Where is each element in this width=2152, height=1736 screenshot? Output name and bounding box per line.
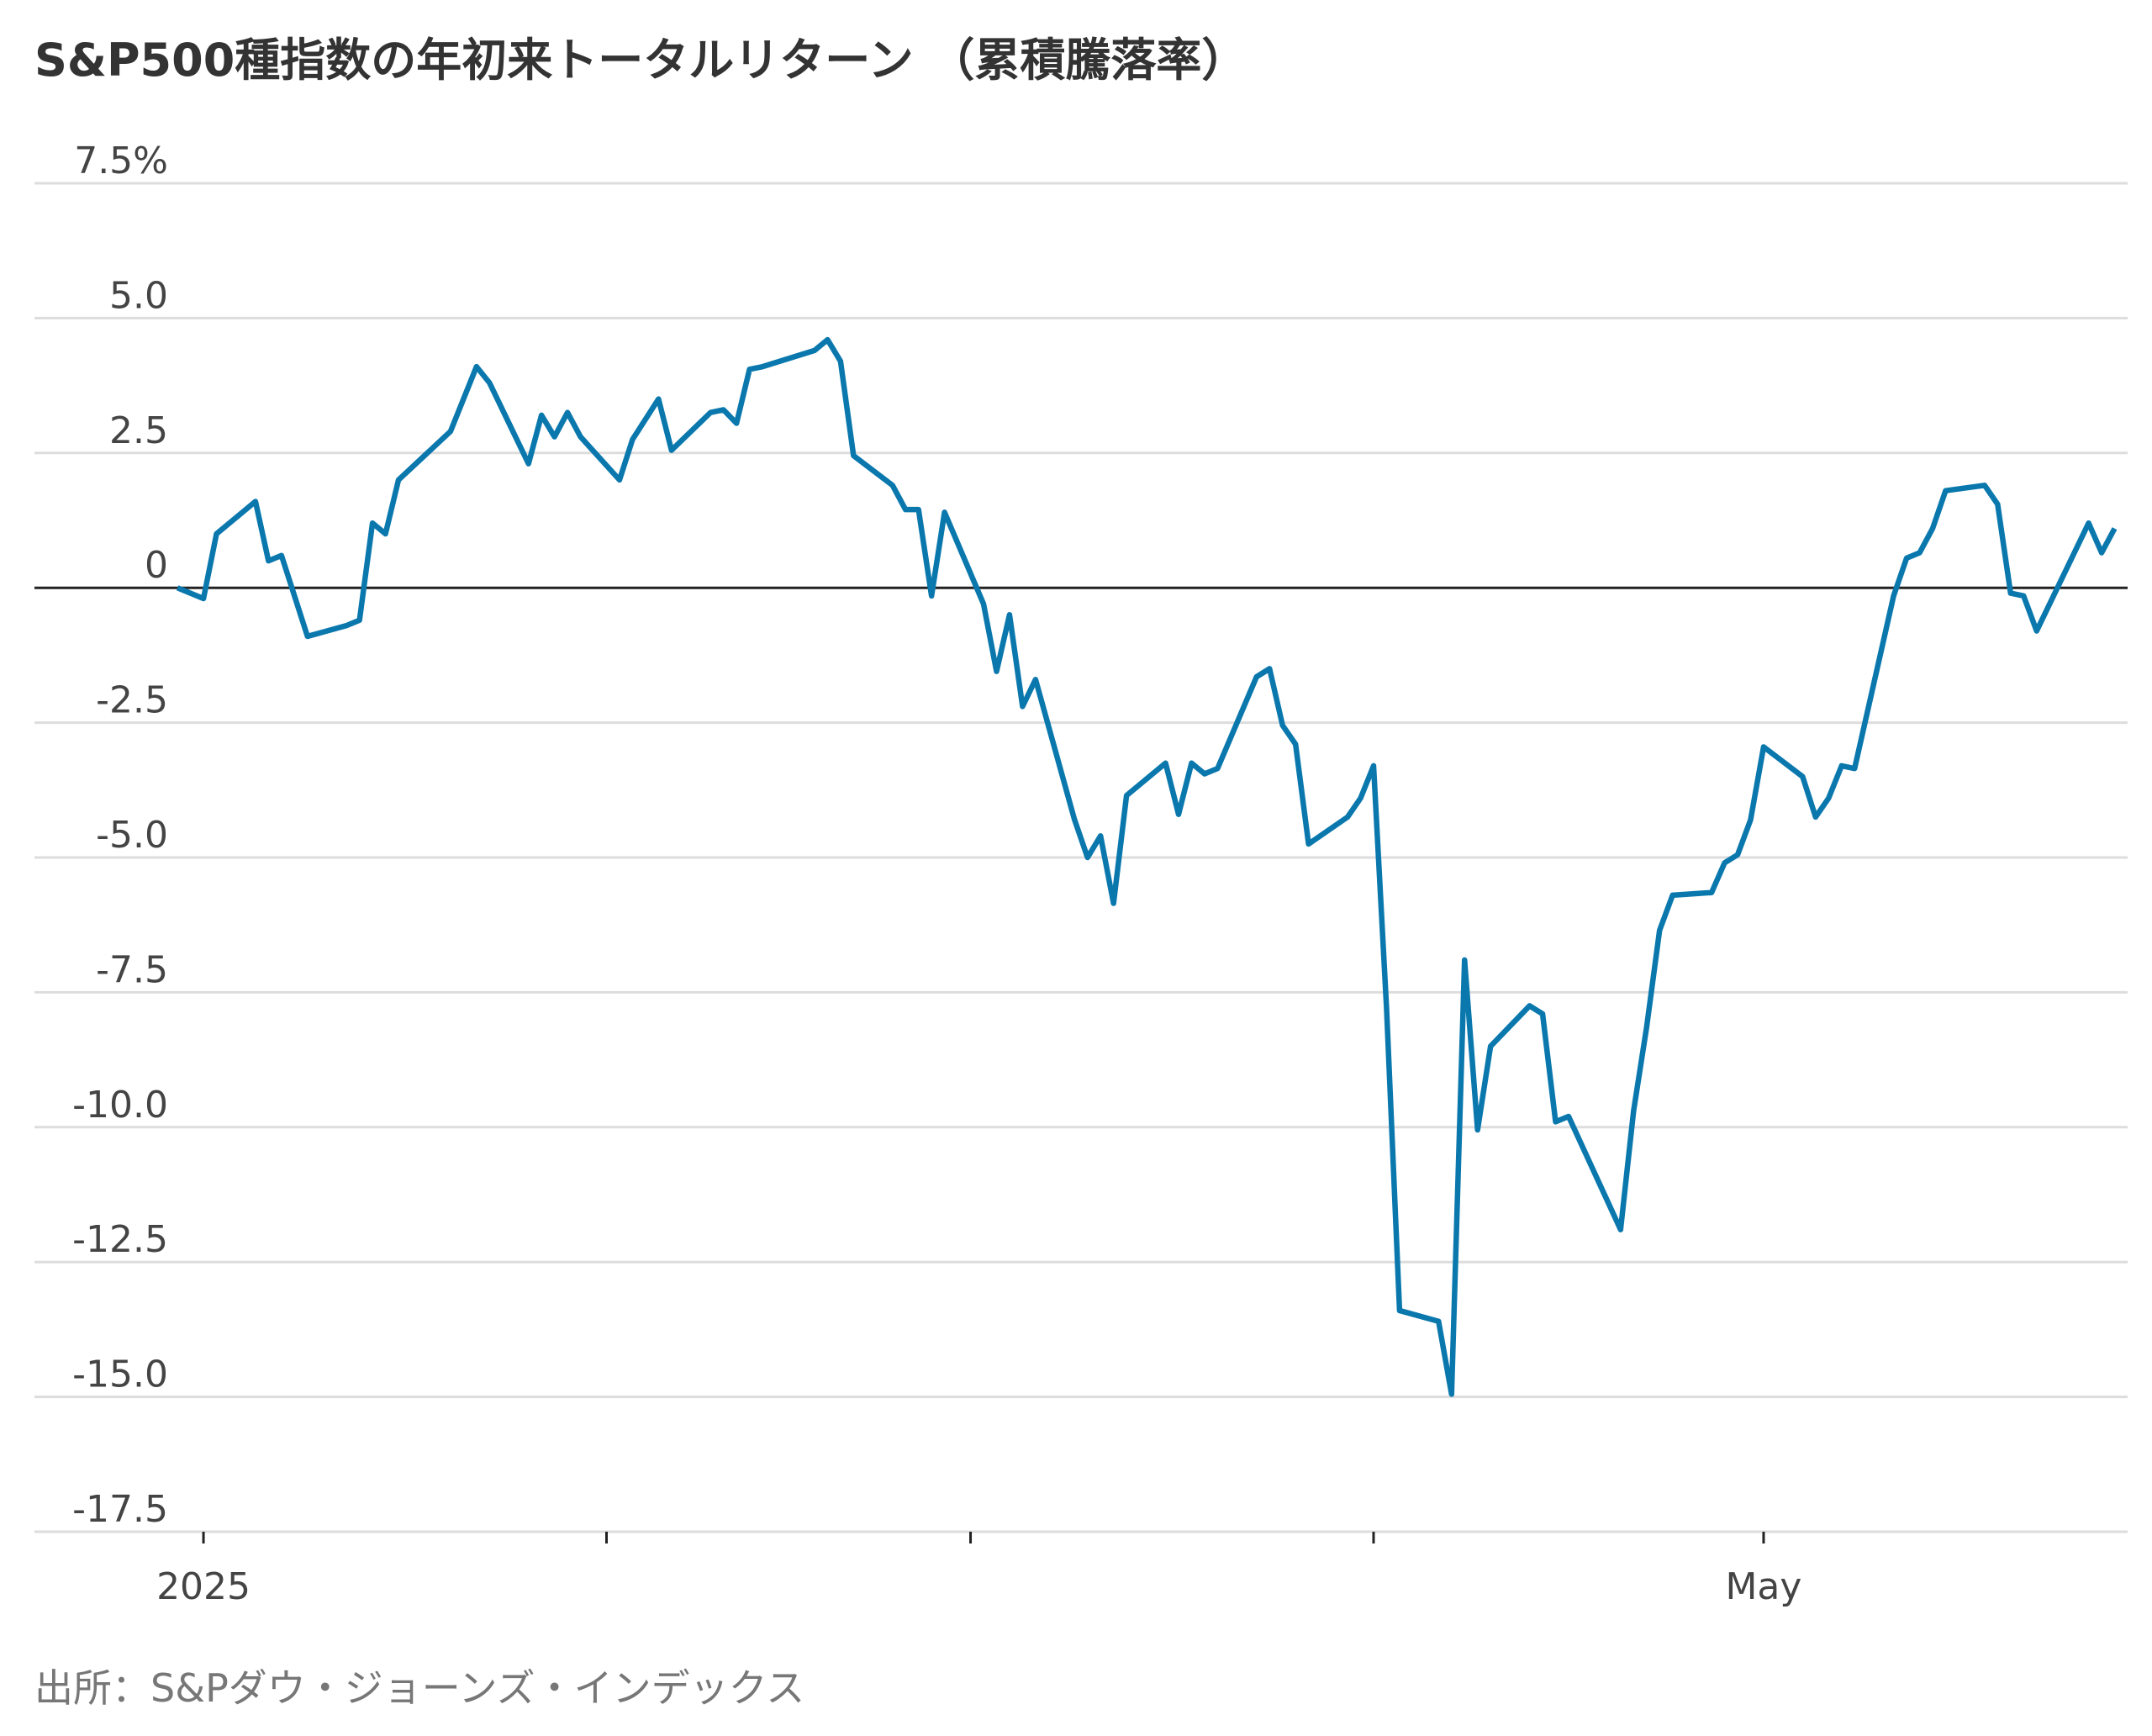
y-tick-label: -10.0 bbox=[72, 1084, 168, 1127]
x-tick-label: 2025 bbox=[156, 1565, 251, 1608]
y-tick-label: 0 bbox=[145, 544, 168, 587]
series-line bbox=[176, 336, 2118, 1397]
source-note: 出所：S&Pダウ・ジョーンズ・インデックス bbox=[34, 1665, 804, 1711]
y-tick-label: -12.5 bbox=[72, 1218, 168, 1261]
y-tick-label: 5.0 bbox=[109, 274, 168, 317]
y-tick-label: -7.5 bbox=[96, 948, 168, 991]
y-tick-label: -2.5 bbox=[96, 679, 168, 722]
y-tick-label: -17.5 bbox=[72, 1488, 168, 1531]
y-tick-label: -5.0 bbox=[96, 814, 168, 857]
chart-title: S&P500種指数の年初来トータルリターン （累積騰落率） bbox=[34, 34, 1247, 87]
y-tick-label: 7.5% bbox=[74, 140, 168, 182]
x-tick-label: May bbox=[1725, 1565, 1801, 1608]
y-tick-label: 2.5 bbox=[109, 409, 168, 452]
y-tick-label: -15.0 bbox=[72, 1353, 168, 1396]
